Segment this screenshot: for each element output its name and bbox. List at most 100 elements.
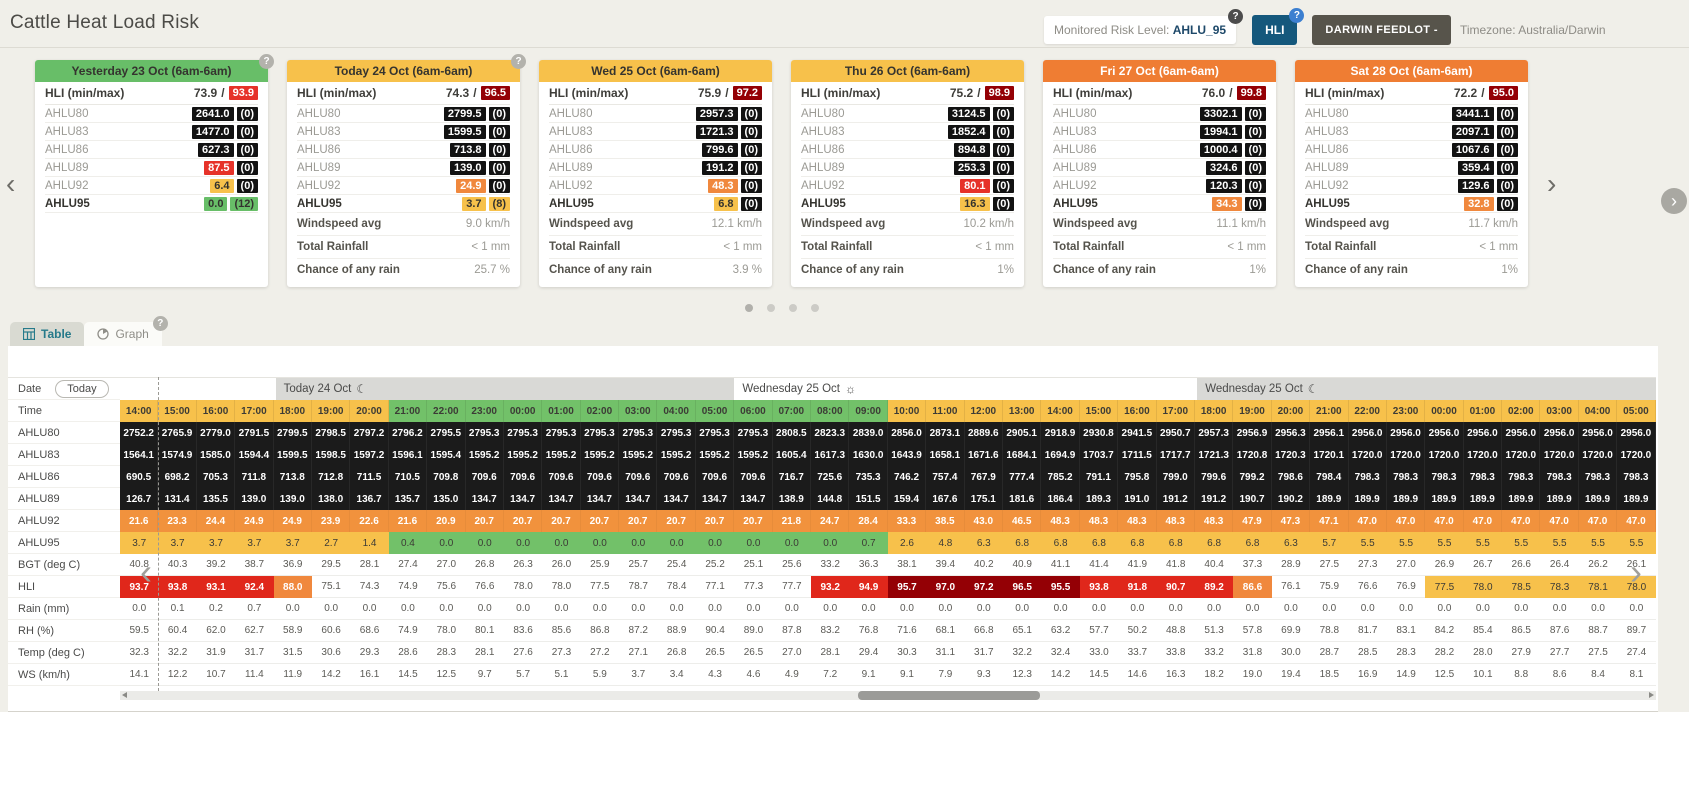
- table-cell: 47.3: [1271, 510, 1311, 532]
- ahlu-value-chip: 894.8: [954, 142, 990, 157]
- table-cell: 798.3: [1502, 466, 1541, 488]
- table-cell: 0.0: [580, 532, 620, 554]
- feedlot-selector-button[interactable]: DARWIN FEEDLOT -: [1312, 15, 1451, 45]
- scrollbar-left-arrow-icon[interactable]: [122, 692, 127, 698]
- table-cell: 77.1: [695, 576, 735, 598]
- table-cell: 78.0: [1617, 576, 1656, 598]
- card-info-row: Total Rainfall < 1 mm: [297, 236, 510, 259]
- today-button[interactable]: Today: [55, 379, 109, 398]
- table-cell: 93.8: [158, 576, 197, 598]
- table-cell: 76.9: [1386, 576, 1426, 598]
- table-cell: 1595.4: [427, 444, 466, 466]
- ahlu-row-label: AHLU80: [549, 107, 593, 120]
- card-ahlu-row: AHLU83 1994.1 (0): [1053, 123, 1266, 141]
- ahlu-value-chip: 32.8: [1464, 196, 1494, 211]
- ahlu-row-values: 34.3 (0): [1212, 196, 1266, 211]
- table-cell: 777.4: [1002, 466, 1042, 488]
- table-cell: 711.8: [235, 466, 274, 488]
- ahlu-row-label: AHLU89: [1053, 161, 1097, 174]
- table-cell: 27.2: [580, 642, 620, 664]
- table-cell: 78.0: [1463, 576, 1503, 598]
- table-cell: 1594.4: [235, 444, 274, 466]
- carousel-dot[interactable]: [789, 304, 797, 312]
- card-info-row: Chance of any rain 1%: [801, 259, 1014, 281]
- ahlu-count-chip: (0): [1496, 160, 1518, 175]
- table-cell: 767.9: [964, 466, 1003, 488]
- hli-separator: /: [725, 86, 729, 100]
- table-cell: 0.0: [964, 598, 1003, 620]
- info-row-value: 10.2 km/h: [963, 218, 1015, 230]
- row-label: RH (%): [8, 620, 120, 642]
- ahlu-value-chip: 16.3: [960, 196, 990, 211]
- table-cell: 0.2: [196, 598, 236, 620]
- table-cell: 27.3: [542, 642, 581, 664]
- scrollbar-right-arrow-icon[interactable]: [1649, 692, 1654, 698]
- scrollbar-thumb[interactable]: [858, 691, 1040, 700]
- help-icon[interactable]: ?: [1289, 8, 1305, 23]
- table-scroll-left-icon[interactable]: ‹: [140, 551, 152, 592]
- help-icon[interactable]: ?: [259, 54, 274, 69]
- hli-button[interactable]: HLI ?: [1252, 8, 1305, 45]
- card-title: Yesterday 23 Oct (6am-6am): [35, 60, 268, 82]
- time-cell: 05:00: [695, 400, 735, 422]
- table-cell: 0.0: [311, 598, 351, 620]
- table-cell: 6.8: [1156, 532, 1195, 554]
- table-cell: 8.8: [1502, 664, 1541, 686]
- forecast-card: Thu 26 Oct (6am-6am) HLI (min/max) 75.2/98…: [791, 60, 1024, 287]
- table-cell: 167.6: [926, 488, 965, 510]
- tab-table[interactable]: Table: [10, 322, 85, 346]
- table-cell: 85.6: [542, 620, 581, 642]
- carousel-dot[interactable]: [767, 304, 775, 312]
- table-cell: 27.3: [1348, 554, 1387, 576]
- help-icon[interactable]: ?: [1228, 9, 1244, 24]
- help-icon[interactable]: ?: [511, 54, 526, 69]
- time-cell: 04:00: [1578, 400, 1618, 422]
- table-cell: 60.6: [311, 620, 351, 642]
- tab-graph[interactable]: Graph ?: [84, 316, 168, 346]
- card-title: Sat 28 Oct (6am-6am): [1295, 60, 1528, 82]
- table-cell: 71.6: [887, 620, 927, 642]
- row-label: Rain (mm): [8, 598, 120, 620]
- info-row-label: Chance of any rain: [1053, 264, 1156, 276]
- table-cell: 134.7: [542, 488, 581, 510]
- carousel-dot[interactable]: [811, 304, 819, 312]
- table-cell: 31.1: [926, 642, 965, 664]
- table-cell: 39.4: [926, 554, 965, 576]
- table-scroll-right-icon[interactable]: ›: [1630, 551, 1642, 592]
- table-cell: 30.6: [311, 642, 351, 664]
- card-ahlu-row: AHLU95 32.8 (0): [1305, 195, 1518, 213]
- info-row-value: < 1 mm: [1479, 241, 1518, 253]
- info-row-label: Chance of any rain: [801, 264, 904, 276]
- carousel-next-icon[interactable]: ›: [1547, 168, 1557, 199]
- ahlu-row-values: 191.2 (0): [702, 160, 762, 175]
- table-cell: 33.8: [1156, 642, 1195, 664]
- ahlu-value-chip: 1477.0: [191, 124, 234, 139]
- carousel-dot[interactable]: [745, 304, 753, 312]
- table-cell: 0.7: [849, 532, 888, 554]
- table-cell: 2930.8: [1079, 422, 1119, 444]
- card-ahlu-row: AHLU92 80.1 (0): [801, 177, 1014, 195]
- table-cell: 735.3: [849, 466, 888, 488]
- table-cell: 799.2: [1233, 466, 1272, 488]
- card-hli-row: HLI (min/max) 72.2/95.0: [1305, 82, 1518, 105]
- moon-icon: ☾: [356, 382, 368, 396]
- monitored-risk-level-box[interactable]: Monitored Risk Level: AHLU_95 ?: [1044, 9, 1244, 44]
- table-cell: 20.7: [734, 510, 773, 532]
- table-cell: 1720.0: [1617, 444, 1656, 466]
- table-cell: 0.0: [1118, 598, 1157, 620]
- table-cell: 27.5: [1310, 554, 1349, 576]
- time-cell: 02:00: [1502, 400, 1541, 422]
- table-cell: 41.8: [1156, 554, 1195, 576]
- help-icon[interactable]: ?: [152, 316, 168, 331]
- table-cell: 8.1: [1617, 664, 1656, 686]
- carousel-prev-icon[interactable]: ‹: [6, 168, 16, 199]
- table-cell: 91.8: [1118, 576, 1157, 598]
- table-cell: 6.8: [1041, 532, 1080, 554]
- info-row-label: Chance of any rain: [549, 264, 652, 276]
- time-cell: 14:00: [1041, 400, 1080, 422]
- carousel-next-circle-icon[interactable]: ›: [1661, 188, 1687, 214]
- table-cell: 189.9: [1578, 488, 1618, 510]
- ahlu-count-chip: (0): [992, 178, 1014, 193]
- ahlu-row-label: AHLU92: [801, 179, 845, 192]
- table-horizontal-scrollbar[interactable]: [120, 691, 1656, 700]
